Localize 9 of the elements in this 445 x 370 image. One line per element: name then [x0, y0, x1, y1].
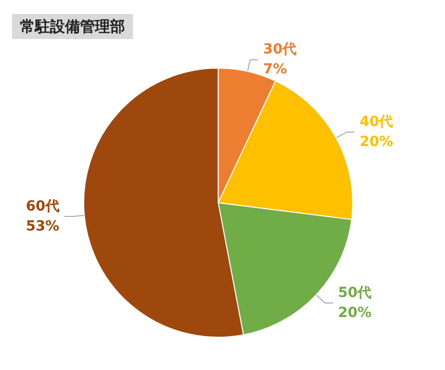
data-label: 20% — [360, 134, 394, 150]
data-label: 53% — [26, 218, 60, 234]
slice-label: 50代 — [338, 285, 372, 301]
slice-label: 30代 — [263, 42, 297, 58]
data-label: 20% — [338, 305, 372, 321]
slice-label: 40代 — [360, 114, 394, 130]
chart-title: 常駐設備管理部 — [20, 18, 125, 36]
slice-label: 60代 — [26, 198, 60, 214]
data-label: 7% — [263, 62, 287, 78]
